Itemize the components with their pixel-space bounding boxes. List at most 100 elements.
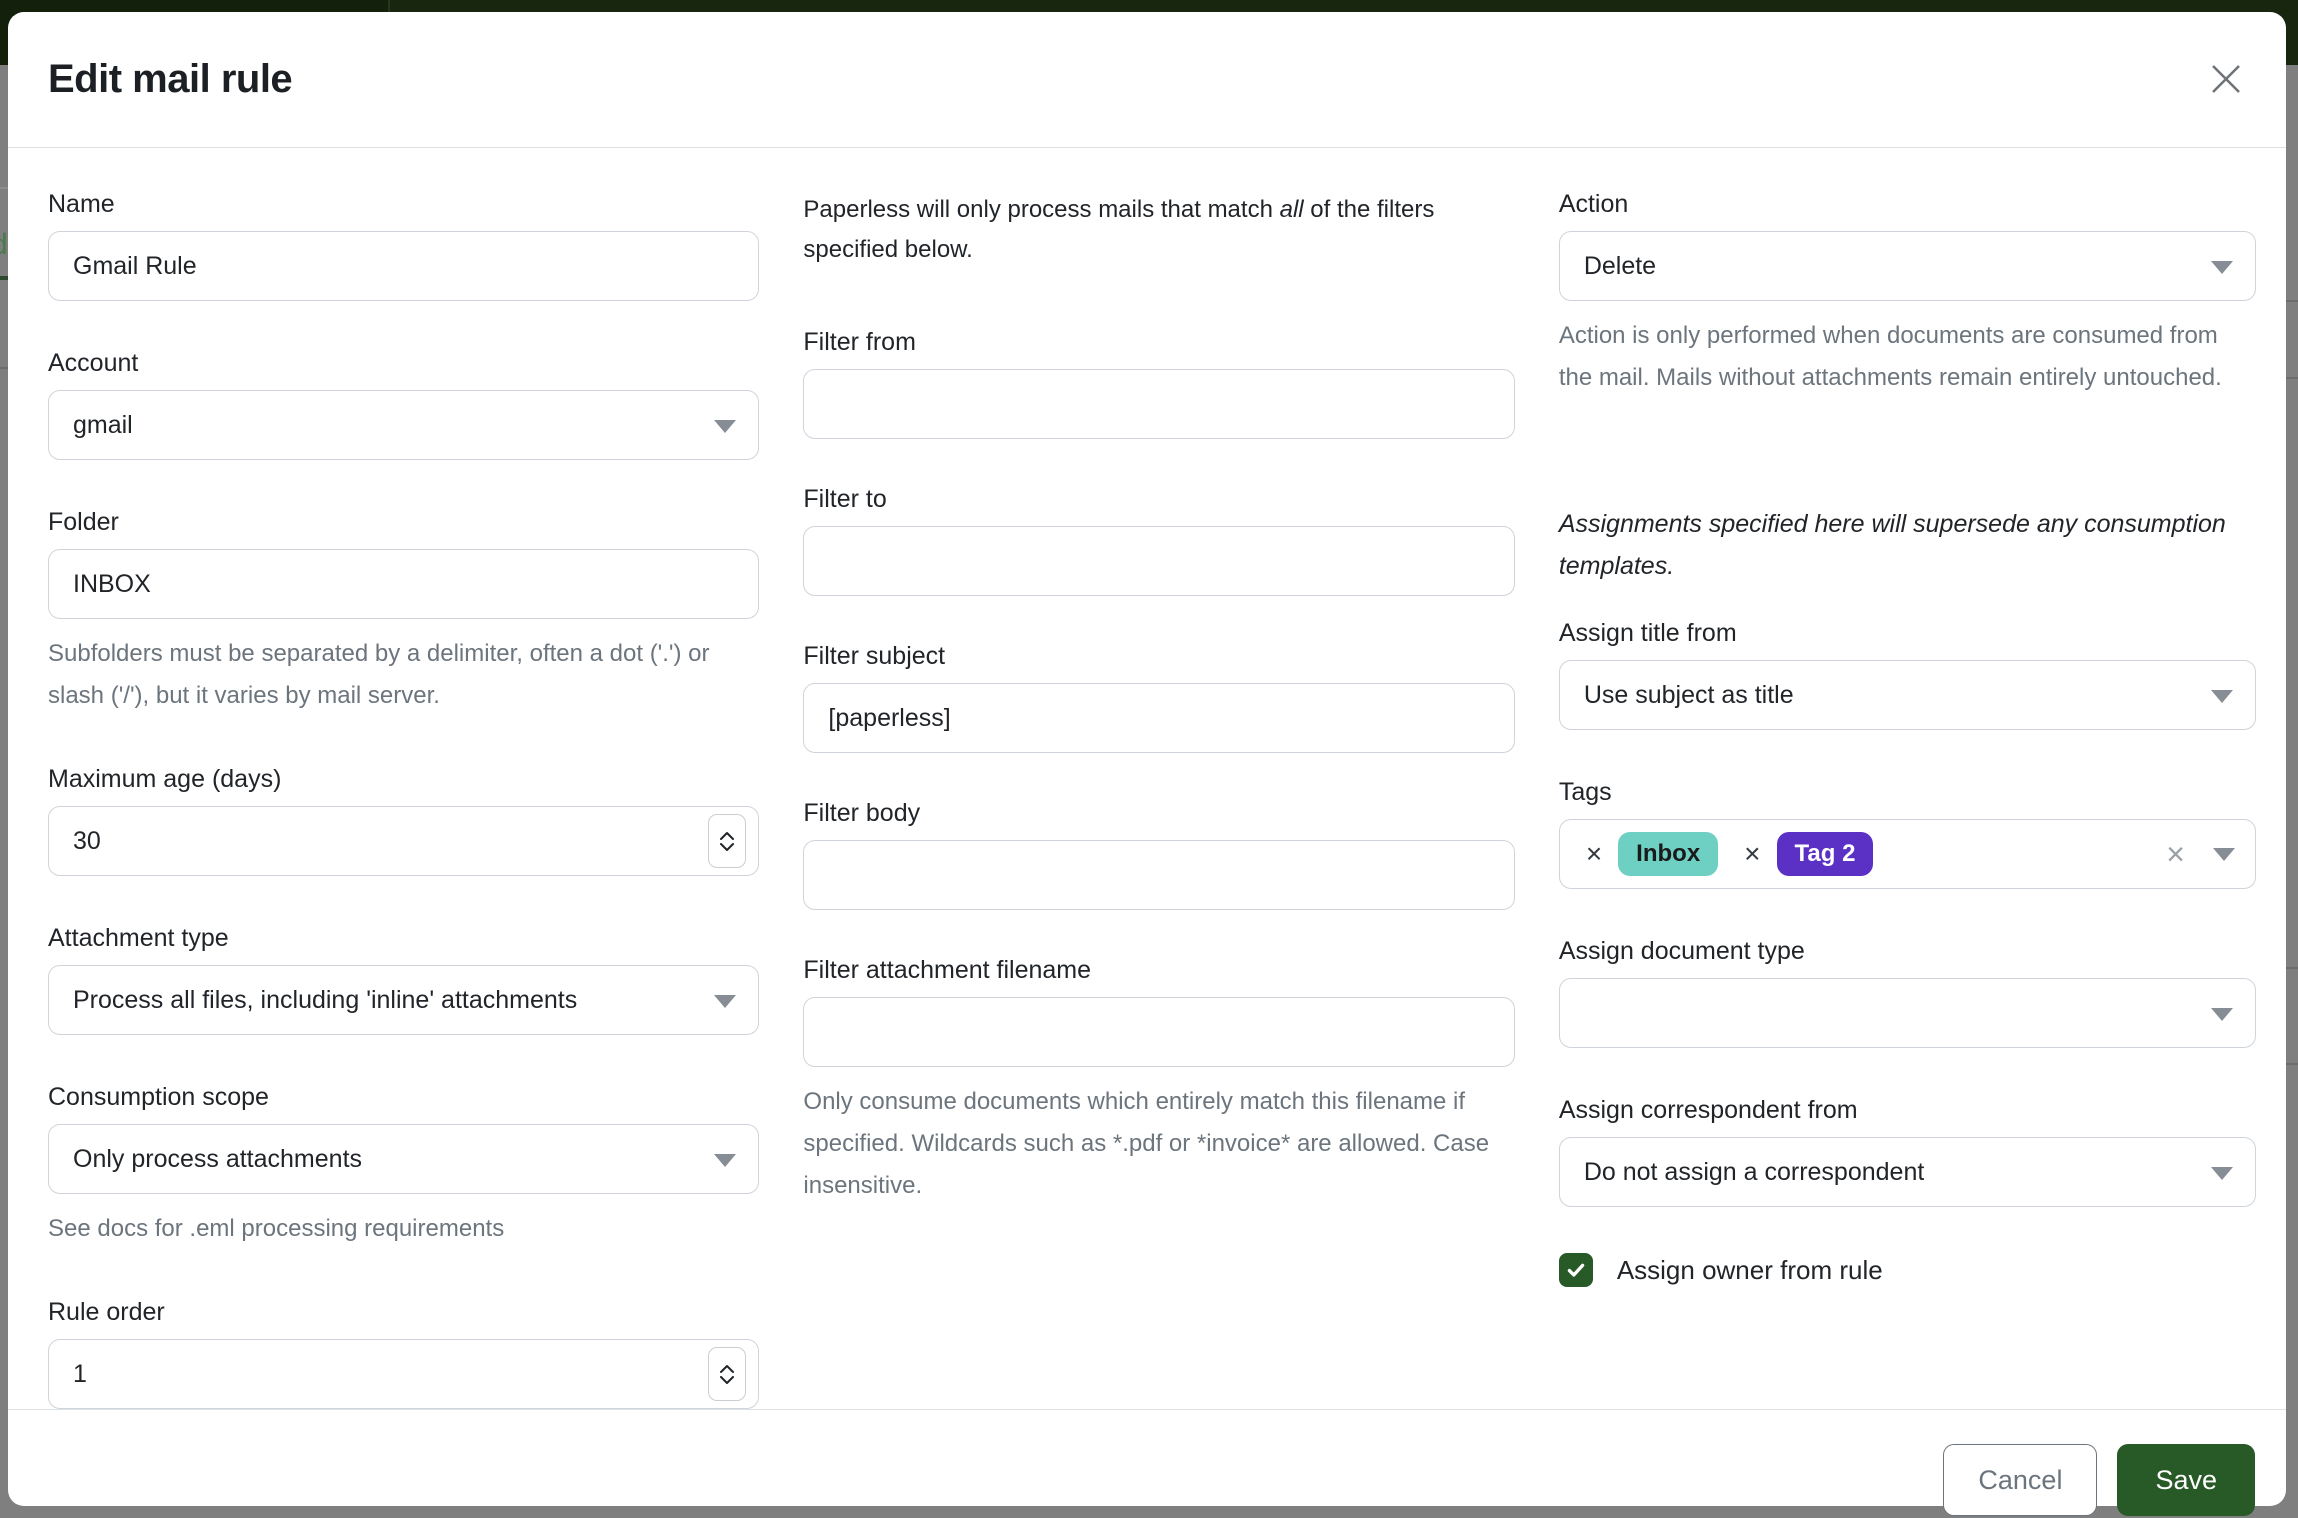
consumption-scope-select[interactable]: Only process attachments <box>48 1124 760 1194</box>
assign-correspondent-select-value: Do not assign a correspondent <box>1583 1157 1925 1186</box>
attachment-type-label: Attachment type <box>48 924 229 952</box>
chevron-down-icon <box>714 995 737 1008</box>
chevron-down-icon <box>2210 1167 2233 1180</box>
action-help-text: Action is only performed when documents … <box>1558 322 2222 391</box>
filter-subject-input-wrapper <box>803 683 1515 753</box>
dimmed-left-edge-line <box>0 187 8 189</box>
account-select-value: gmail <box>73 410 133 439</box>
remove-tag-icon[interactable]: × <box>1744 838 1761 869</box>
dimmed-right-edge-line <box>2286 1063 2298 1065</box>
dimmed-right-edge-line <box>2286 967 2298 969</box>
chevron-down-icon <box>720 1375 735 1384</box>
filter-subject-label: Filter subject <box>803 642 946 670</box>
folder-input[interactable] <box>49 550 759 618</box>
action-assignment-column: Action Delete Action is only performed w… <box>1558 190 2256 1409</box>
dimmed-right-edge-line <box>2286 300 2298 302</box>
max-age-input-wrapper <box>48 806 760 876</box>
clear-tags-icon[interactable]: × <box>2166 836 2185 872</box>
rule-order-field-group: Rule order <box>48 1298 760 1409</box>
folder-label: Folder <box>48 508 119 536</box>
filter-to-input[interactable] <box>804 527 1514 595</box>
dialog-title: Edit mail rule <box>48 57 293 101</box>
assign-correspondent-select[interactable]: Do not assign a correspondent <box>1558 1137 2256 1207</box>
folder-help-text: Subfolders must be separated by a delimi… <box>48 640 710 709</box>
max-age-stepper[interactable] <box>708 814 747 868</box>
consumption-scope-label: Consumption scope <box>48 1083 269 1111</box>
tags-controls: × <box>2166 838 2235 870</box>
cancel-button[interactable]: Cancel <box>1943 1444 2098 1516</box>
assignments-note: Assignments specified here will supersed… <box>1558 510 2226 580</box>
consumption-scope-help-text: See docs for .eml processing requirement… <box>48 1215 505 1242</box>
assign-title-field-group: Assign title from Use subject as title <box>1558 619 2256 730</box>
filter-attachment-filename-input-wrapper <box>803 997 1515 1067</box>
filter-from-label: Filter from <box>803 328 916 356</box>
dimmed-background-text-fragment: d <box>0 228 8 262</box>
assign-correspondent-field-group: Assign correspondent from Do not assign … <box>1558 1096 2256 1207</box>
chevron-down-icon <box>714 420 737 433</box>
chevron-up-icon <box>720 831 735 840</box>
attachment-type-select[interactable]: Process all files, including 'inline' at… <box>48 965 760 1035</box>
dialog-header: Edit mail rule <box>8 12 2286 148</box>
filter-to-label: Filter to <box>803 485 887 513</box>
max-age-input[interactable] <box>49 807 689 875</box>
chevron-down-icon[interactable] <box>2212 847 2235 861</box>
max-age-label: Maximum age (days) <box>48 765 282 793</box>
filter-from-field-group: Filter from <box>803 328 1515 439</box>
filter-attachment-filename-label: Filter attachment filename <box>803 956 1092 984</box>
dimmed-left-edge-line <box>0 367 8 369</box>
filters-column: Paperless will only process mails that m… <box>803 190 1515 1409</box>
attachment-type-select-value: Process all files, including 'inline' at… <box>73 985 578 1014</box>
chevron-down-icon <box>2210 690 2233 703</box>
action-select-value: Delete <box>1583 251 1657 280</box>
filter-from-input[interactable] <box>804 370 1514 438</box>
consumption-scope-field-group: Consumption scope Only process attachmen… <box>48 1083 760 1250</box>
rule-order-input[interactable] <box>49 1340 689 1408</box>
assign-document-type-field-group: Assign document type <box>1558 937 2256 1048</box>
close-icon <box>2209 62 2243 99</box>
save-button[interactable]: Save <box>2117 1444 2255 1516</box>
chevron-down-icon <box>2210 1008 2233 1021</box>
filter-attachment-filename-input[interactable] <box>804 998 1514 1066</box>
action-select[interactable]: Delete <box>1558 231 2256 301</box>
tags-multiselect[interactable]: × Inbox × Tag 2 × <box>1558 819 2256 889</box>
filter-attachment-filename-field-group: Filter attachment filename Only consume … <box>803 956 1515 1207</box>
edit-mail-rule-dialog: Edit mail rule Name Account gma <box>8 12 2286 1516</box>
account-label: Account <box>48 349 139 377</box>
account-field-group: Account gmail <box>48 349 760 460</box>
tags-field-group: Tags × Inbox × Tag 2 × <box>1558 778 2256 889</box>
rule-order-label: Rule order <box>48 1298 165 1326</box>
filter-body-input-wrapper <box>803 840 1515 910</box>
rule-order-stepper[interactable] <box>708 1347 747 1401</box>
assign-owner-checkbox[interactable] <box>1558 1253 1593 1287</box>
assign-correspondent-label: Assign correspondent from <box>1558 1096 1858 1124</box>
remove-tag-icon[interactable]: × <box>1585 838 1603 869</box>
consumption-scope-select-value: Only process attachments <box>73 1144 363 1173</box>
rule-order-input-wrapper <box>48 1339 760 1409</box>
dialog-body: Name Account gmail Folder Subfolders mus… <box>8 148 2286 1409</box>
assign-document-type-select[interactable] <box>1558 978 2256 1048</box>
assign-title-select[interactable]: Use subject as title <box>1558 660 2256 730</box>
dimmed-right-edge-line <box>2286 377 2298 379</box>
rule-settings-column: Name Account gmail Folder Subfolders mus… <box>48 190 760 1409</box>
folder-field-group: Folder Subfolders must be separated by a… <box>48 508 760 717</box>
filter-body-field-group: Filter body <box>803 799 1515 910</box>
filter-body-input[interactable] <box>804 841 1514 909</box>
filter-subject-field-group: Filter subject <box>803 642 1515 753</box>
assign-title-select-value: Use subject as title <box>1583 680 1794 709</box>
name-input-wrapper <box>48 231 760 301</box>
name-field-group: Name <box>48 190 760 301</box>
chevron-down-icon <box>2210 261 2233 274</box>
checkmark-icon <box>1567 1263 1585 1277</box>
filter-subject-input[interactable] <box>804 684 1514 752</box>
folder-input-wrapper <box>48 549 760 619</box>
assign-title-label: Assign title from <box>1558 619 1737 647</box>
name-input[interactable] <box>49 232 759 300</box>
filters-intro-text: Paperless will only process mails that m… <box>803 196 1435 263</box>
action-field-group: Action Delete Action is only performed w… <box>1558 190 2256 399</box>
tag-chip: Tag 2 <box>1776 832 1874 876</box>
close-button[interactable] <box>2202 56 2250 104</box>
dialog-footer: Cancel Save <box>8 1409 2286 1518</box>
tags-label: Tags <box>1558 778 1612 806</box>
assign-document-type-label: Assign document type <box>1558 937 1805 965</box>
account-select[interactable]: gmail <box>48 390 760 460</box>
